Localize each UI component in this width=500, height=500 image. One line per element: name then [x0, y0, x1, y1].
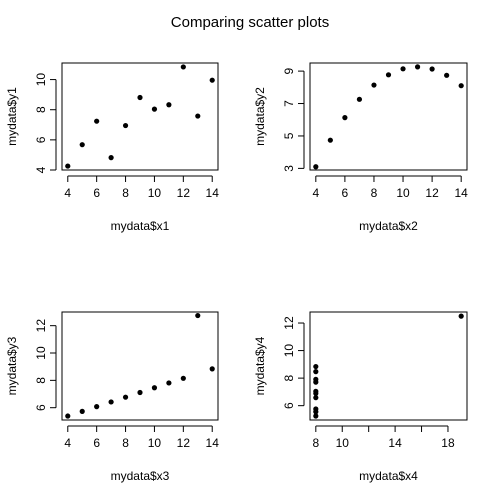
data-point [65, 413, 71, 419]
data-point [209, 77, 215, 83]
figure-title: Comparing scatter plots [171, 14, 329, 31]
y-tick-label: 6 [34, 404, 48, 411]
x-tick-label: 10 [336, 436, 350, 450]
data-point [313, 395, 319, 401]
data-point [151, 385, 158, 391]
x-tick-label: 12 [425, 186, 439, 200]
x-tick-label: 4 [312, 186, 319, 200]
x-tick-label: 18 [441, 436, 455, 450]
scatter-panel-4: 8 10 14 18 6 8 10 12 mydata$x4 mydata$y4 [253, 311, 468, 483]
x-tick-label: 4 [64, 436, 71, 450]
data-point [371, 82, 377, 88]
data-point [151, 106, 158, 112]
data-point [195, 312, 201, 319]
y-tick-label: 9 [282, 67, 296, 74]
data-point [458, 83, 464, 89]
data-point [122, 394, 129, 400]
data-point [137, 94, 143, 101]
data-point [166, 102, 172, 108]
data-point [79, 142, 85, 148]
x-tick-label: 8 [371, 186, 378, 200]
y-tick-label: 12 [282, 316, 296, 330]
data-point [313, 413, 319, 419]
x-tick-label: 6 [342, 186, 349, 200]
plot-frame [61, 311, 219, 421]
data-point [342, 115, 348, 121]
data-point [108, 399, 114, 405]
data-point [209, 366, 215, 372]
data-point [180, 64, 186, 70]
data-point [356, 96, 363, 102]
data-point [313, 376, 319, 382]
data-point [313, 409, 319, 415]
data-point [195, 113, 201, 119]
data-point [122, 122, 129, 129]
data-point [313, 390, 319, 397]
y-tick-label: 7 [282, 100, 296, 107]
x-tick-label: 8 [122, 436, 129, 450]
x-tick-label: 6 [93, 436, 100, 450]
x-axis-label: mydata$x3 [111, 469, 170, 483]
x-tick-label: 4 [64, 186, 71, 200]
data-point [94, 118, 100, 124]
data-point [180, 375, 186, 381]
x-tick-label: 14 [206, 186, 220, 200]
y-tick-label: 10 [282, 344, 296, 358]
y-tick-label: 4 [34, 166, 48, 173]
x-tick-label: 14 [455, 186, 469, 200]
y-tick-label: 8 [34, 106, 48, 113]
x-tick-label: 6 [93, 186, 100, 200]
y-axis-label: mydata$y2 [253, 87, 267, 146]
data-point [108, 155, 114, 161]
y-tick-label: 8 [282, 374, 296, 381]
x-axis-label: mydata$x1 [111, 219, 170, 233]
x-tick-label: 14 [206, 436, 220, 450]
y-axis-label: mydata$y1 [5, 87, 19, 146]
data-point [137, 389, 143, 396]
data-point [400, 66, 406, 72]
data-point [166, 380, 172, 386]
y-tick-label: 10 [34, 346, 48, 360]
y-tick-label: 5 [282, 132, 296, 139]
x-tick-label: 10 [396, 186, 410, 200]
data-point [429, 66, 435, 72]
data-point [313, 363, 319, 370]
data-point [327, 137, 333, 143]
y-tick-label: 10 [34, 73, 48, 87]
data-point [414, 64, 421, 70]
data-point [385, 72, 392, 78]
y-tick-label: 12 [34, 319, 48, 333]
plot-frame [309, 311, 468, 421]
data-point [444, 72, 450, 78]
y-tick-label: 3 [282, 165, 296, 172]
x-tick-label: 8 [312, 436, 319, 450]
x-tick-label: 8 [122, 186, 129, 200]
data-point [313, 369, 319, 375]
panels: 4 6 8 10 12 14 4 6 8 10 mydata$x1 mydata$y1 4 6 8 10 12 1… [5, 62, 469, 483]
data-point [65, 163, 71, 169]
plot-frame [309, 62, 468, 171]
data-point [313, 164, 319, 170]
scatter-panel-1: 4 6 8 10 12 14 4 6 8 10 mydata$x1 mydata$y1 [5, 62, 220, 233]
y-tick-label: 6 [34, 136, 48, 143]
x-tick-label: 10 [148, 436, 162, 450]
data-point [458, 313, 464, 319]
y-tick-label: 8 [34, 377, 48, 384]
y-axis-label: mydata$y3 [5, 336, 19, 395]
x-tick-label: 10 [148, 186, 162, 200]
x-tick-label: 14 [388, 436, 402, 450]
data-point [94, 404, 100, 410]
x-axis-label: mydata$x4 [359, 469, 418, 483]
scatter-panel-3: 4 6 8 10 12 14 6 8 10 12 mydata$x3 mydata$y3 [5, 311, 220, 483]
x-tick-label: 12 [177, 436, 191, 450]
x-axis-label: mydata$x2 [359, 219, 418, 233]
x-tick-label: 12 [177, 186, 191, 200]
scatter-panel-2: 4 6 8 10 12 14 3 5 7 9 mydata$x2 mydata$y2 [253, 62, 469, 233]
y-tick-label: 6 [282, 402, 296, 409]
plot-frame [61, 62, 219, 171]
data-point [79, 408, 85, 414]
y-axis-label: mydata$y4 [253, 336, 267, 395]
